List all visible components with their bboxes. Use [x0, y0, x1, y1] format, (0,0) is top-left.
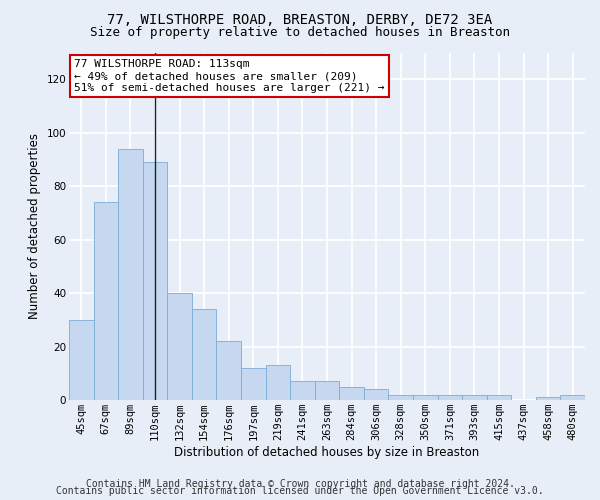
Bar	[290, 382, 315, 400]
Text: Size of property relative to detached houses in Breaston: Size of property relative to detached ho…	[90, 26, 510, 39]
Bar	[241, 368, 266, 400]
Bar	[388, 394, 413, 400]
Bar	[94, 202, 118, 400]
Bar	[536, 398, 560, 400]
Bar	[118, 148, 143, 400]
Text: 77, WILSTHORPE ROAD, BREASTON, DERBY, DE72 3EA: 77, WILSTHORPE ROAD, BREASTON, DERBY, DE…	[107, 12, 493, 26]
Text: Contains HM Land Registry data © Crown copyright and database right 2024.: Contains HM Land Registry data © Crown c…	[86, 479, 514, 489]
Bar	[217, 341, 241, 400]
Bar	[167, 293, 192, 400]
Text: Contains public sector information licensed under the Open Government Licence v3: Contains public sector information licen…	[56, 486, 544, 496]
Bar	[560, 394, 585, 400]
Bar	[364, 390, 388, 400]
Y-axis label: Number of detached properties: Number of detached properties	[28, 133, 41, 320]
Bar	[315, 382, 339, 400]
Text: 77 WILSTHORPE ROAD: 113sqm
← 49% of detached houses are smaller (209)
51% of sem: 77 WILSTHORPE ROAD: 113sqm ← 49% of deta…	[74, 60, 385, 92]
Bar	[192, 309, 217, 400]
Bar	[462, 394, 487, 400]
Bar	[437, 394, 462, 400]
Bar	[266, 365, 290, 400]
Bar	[487, 394, 511, 400]
Bar	[413, 394, 437, 400]
Bar	[143, 162, 167, 400]
Bar	[69, 320, 94, 400]
Bar	[339, 386, 364, 400]
X-axis label: Distribution of detached houses by size in Breaston: Distribution of detached houses by size …	[175, 446, 479, 459]
